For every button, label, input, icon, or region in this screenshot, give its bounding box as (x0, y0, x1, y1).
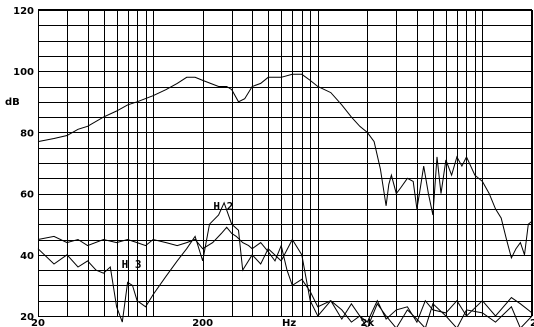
y-tick-label: 20 (20, 312, 34, 323)
series-layer (37, 73, 533, 327)
label-layer: 20 40 60 80 100 120 20 200 2k 20k H 2 H 3 (13, 6, 534, 327)
y-axis-unit-label: dB (5, 97, 20, 108)
x-tick-label: 20 (31, 318, 45, 327)
y-tick-label: 60 (20, 190, 34, 201)
y-tick-label: 40 (20, 251, 34, 262)
y-tick-label: 100 (13, 67, 34, 78)
x-tick-label: 200 (192, 318, 213, 327)
x-tick-label: 2k (361, 318, 375, 327)
fundamental-response-line (37, 73, 533, 260)
x-tick-label: 20k (530, 318, 534, 327)
y-tick-label: 120 (13, 6, 34, 17)
series-annotation: H 2 (213, 200, 233, 213)
h3-distortion-line (37, 201, 533, 327)
x-axis-unit-label: Hz (282, 318, 296, 327)
grid (38, 10, 533, 317)
h2-distortion-line (37, 226, 533, 324)
series-annotation: H 3 (122, 258, 142, 271)
plot-frame (38, 9, 532, 317)
y-tick-label: 80 (20, 128, 34, 139)
